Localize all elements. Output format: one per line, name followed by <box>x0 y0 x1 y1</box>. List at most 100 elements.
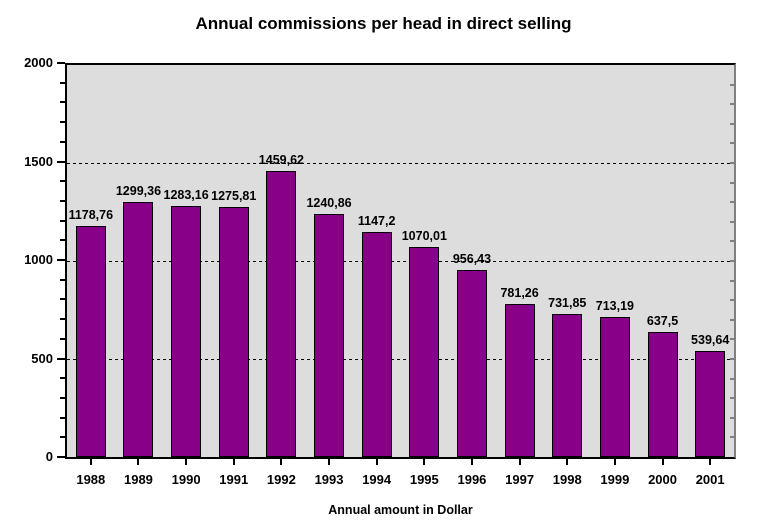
x-tick <box>423 459 426 465</box>
x-tick <box>661 459 664 465</box>
x-tick-label: 1995 <box>409 472 439 487</box>
bar <box>123 202 154 457</box>
y-minor-tick <box>60 416 65 419</box>
x-tick-label: 1998 <box>552 472 582 487</box>
y-minor-tick <box>60 298 65 301</box>
right-minor-tick <box>730 201 734 204</box>
right-minor-tick <box>730 142 734 145</box>
x-tick-label: 1996 <box>457 472 487 487</box>
right-minor-tick <box>730 240 734 243</box>
y-major-tick <box>57 160 65 163</box>
y-minor-tick <box>60 219 65 222</box>
x-tick <box>328 459 331 465</box>
bar-value-label: 1178,76 <box>68 207 114 222</box>
gridline-500 <box>67 359 734 360</box>
bar-value-label: 956,43 <box>452 251 492 266</box>
right-minor-tick <box>730 260 734 262</box>
y-minor-tick <box>60 436 65 439</box>
y-minor-tick <box>60 337 65 340</box>
y-minor-tick <box>60 140 65 143</box>
bar <box>504 303 535 457</box>
right-minor-tick <box>730 299 734 302</box>
right-minor-tick <box>730 162 734 164</box>
x-tick-label: 1990 <box>171 472 201 487</box>
bar-value-label: 713,19 <box>595 299 634 314</box>
bar <box>171 205 202 457</box>
y-tick-label: 1500 <box>24 153 53 169</box>
bar <box>552 313 583 457</box>
x-tick-label: 2001 <box>695 472 725 487</box>
y-minor-tick <box>60 101 65 104</box>
x-tick-label: 1988 <box>76 472 106 487</box>
right-minor-tick <box>730 416 734 419</box>
y-minor-tick <box>60 377 65 380</box>
bar <box>361 232 392 457</box>
x-tick-label: 1994 <box>362 472 392 487</box>
y-minor-tick <box>60 278 65 281</box>
bar <box>314 213 345 457</box>
y-minor-tick <box>60 239 65 242</box>
y-minor-tick <box>60 318 65 321</box>
bar <box>218 206 249 457</box>
right-minor-tick <box>730 318 734 321</box>
right-minor-tick <box>730 358 734 360</box>
right-minor-tick <box>730 279 734 282</box>
y-minor-tick <box>60 121 65 124</box>
x-tick <box>518 459 521 465</box>
right-minor-tick <box>730 83 734 86</box>
x-tick <box>89 459 92 465</box>
x-axis-caption: Annual amount in Dollar <box>328 503 473 517</box>
right-minor-tick <box>730 103 734 106</box>
bar <box>647 332 678 457</box>
y-major-tick <box>57 259 65 261</box>
bar <box>456 269 487 457</box>
x-tick <box>613 459 616 465</box>
x-tick-label: 1989 <box>123 472 153 487</box>
bar-value-label: 781,26 <box>500 285 539 300</box>
plot-inner <box>67 65 734 457</box>
bar <box>695 351 726 457</box>
y-tick-label: 1000 <box>24 252 53 267</box>
y-major-tick <box>57 62 65 64</box>
x-tick-label: 1997 <box>505 472 535 487</box>
bar-value-label: 1275,81 <box>211 188 257 203</box>
x-tick <box>470 459 473 465</box>
right-minor-tick <box>730 220 734 223</box>
gridline-1000 <box>67 261 734 262</box>
bar-value-label: 1283,16 <box>163 187 209 202</box>
right-minor-tick <box>730 181 734 184</box>
x-tick-label: 1999 <box>600 472 630 487</box>
y-minor-tick <box>60 81 65 84</box>
y-tick-label: 500 <box>31 350 53 366</box>
x-tick <box>375 459 378 465</box>
chart-title: Annual commissions per head in direct se… <box>195 14 572 33</box>
x-tick <box>185 459 188 465</box>
x-tick <box>709 459 712 465</box>
bar-value-label: 1299,36 <box>115 184 162 199</box>
bar <box>599 317 630 457</box>
bar <box>409 247 440 457</box>
bar-value-label: 731,85 <box>548 295 587 310</box>
x-tick-label: 1993 <box>314 472 344 487</box>
bar-value-label: 637,5 <box>646 314 679 329</box>
bar <box>75 225 106 457</box>
right-minor-tick <box>730 377 734 380</box>
y-minor-tick <box>60 199 65 202</box>
bar <box>266 170 297 457</box>
y-major-tick <box>57 357 65 360</box>
right-minor-tick <box>730 338 734 341</box>
x-tick <box>232 459 235 465</box>
right-minor-tick <box>730 122 734 125</box>
bar-value-label: 1070,01 <box>401 229 447 244</box>
x-tick-label: 2000 <box>648 472 677 487</box>
x-tick-label: 1992 <box>266 472 296 487</box>
right-minor-tick <box>730 397 734 400</box>
bar-value-label: 1147,2 <box>357 214 396 229</box>
x-tick <box>280 459 283 465</box>
y-tick-label: 0 <box>45 449 53 464</box>
y-minor-tick <box>60 180 65 183</box>
y-tick-label: 2000 <box>24 55 53 70</box>
x-tick <box>566 459 569 465</box>
x-tick-label: 1991 <box>219 472 249 487</box>
